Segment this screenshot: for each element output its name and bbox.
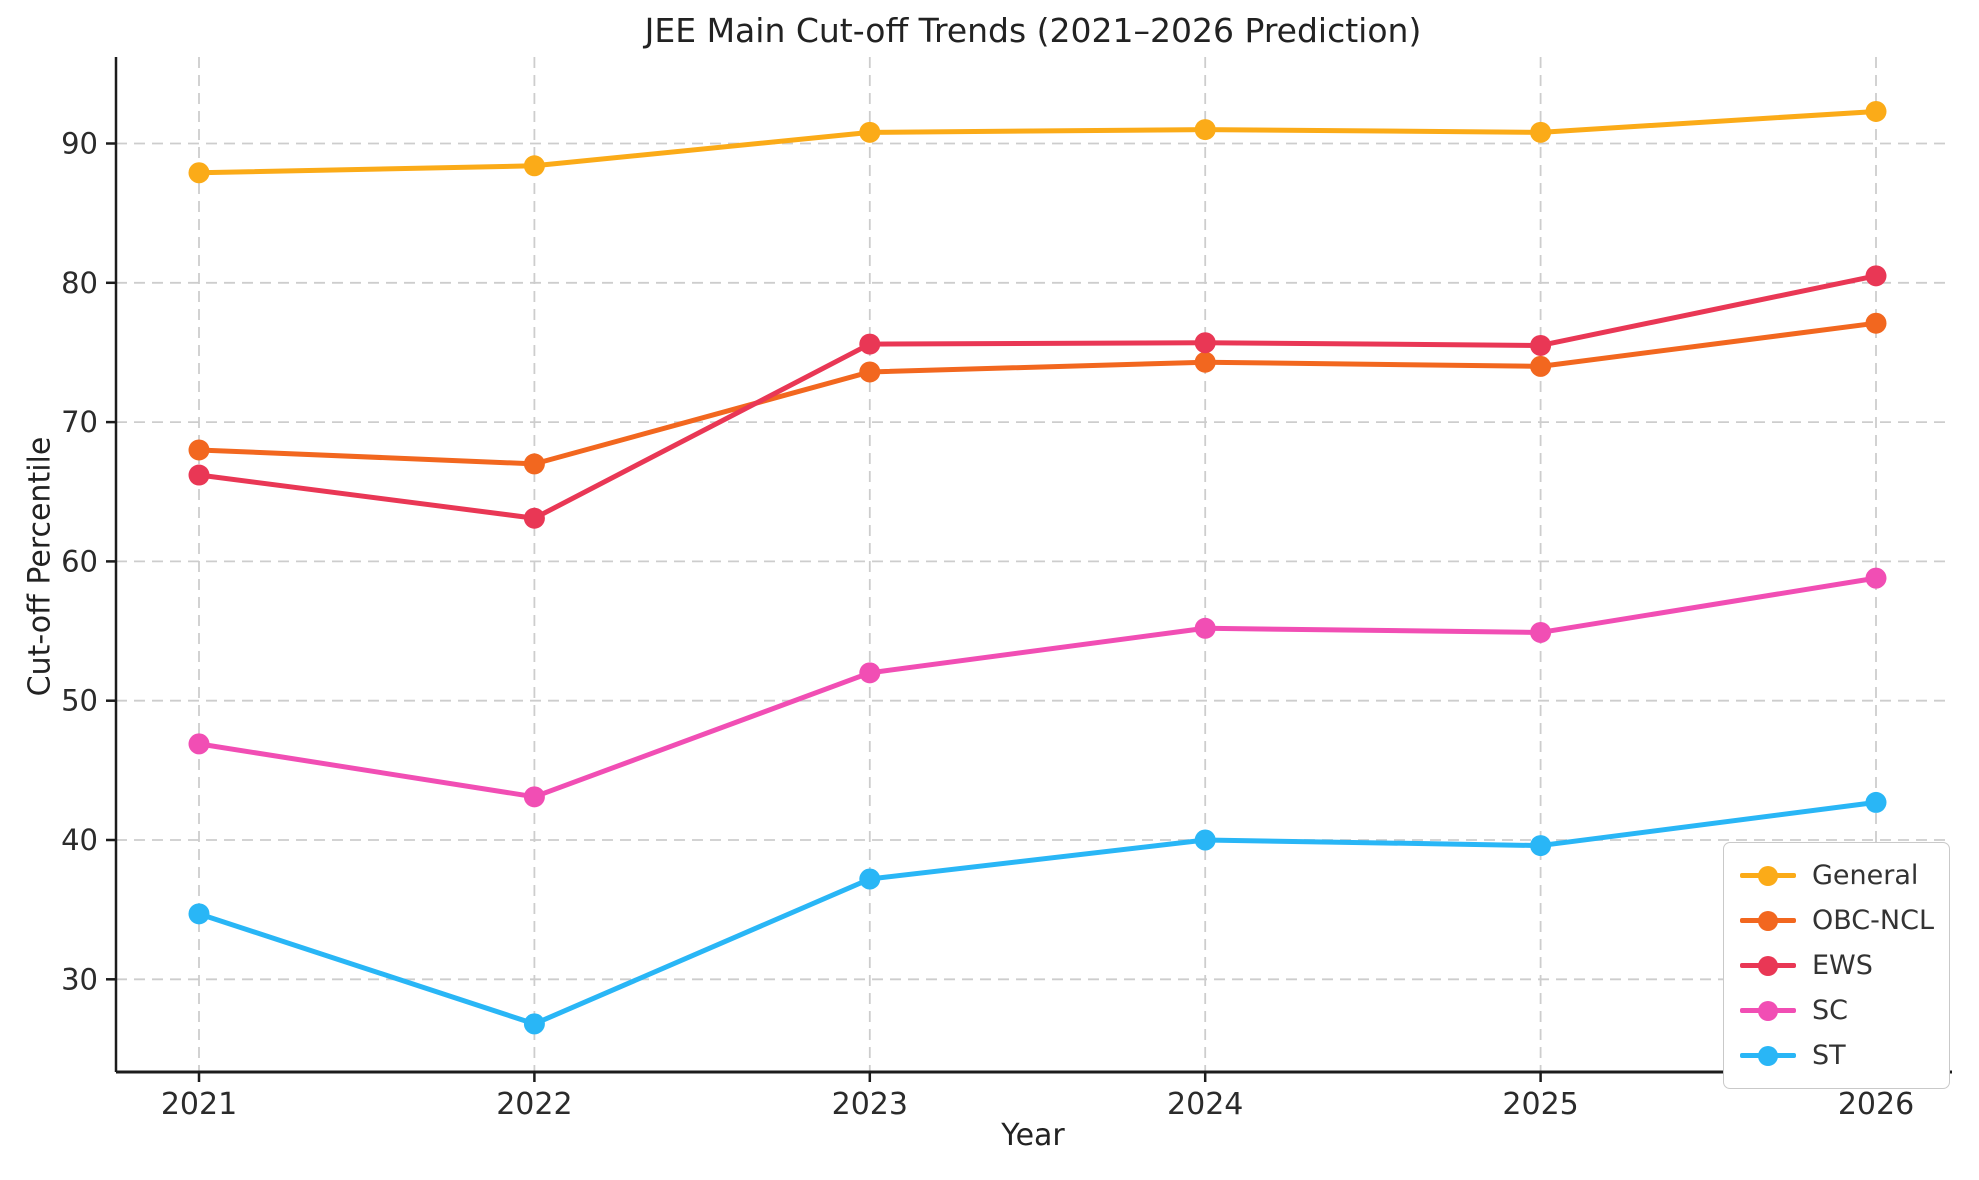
legend-entry-st: ST (1740, 1033, 1949, 1078)
x-tick-label-2023: 2023 (832, 1087, 908, 1122)
series-line-ews (196, 273, 1879, 521)
point-obc-ncl-2021 (188, 439, 210, 461)
point-st-2021 (188, 903, 210, 925)
y-tick-label-60: 60 (61, 544, 98, 578)
legend-label-obc-ncl: OBC-NCL (1812, 905, 1934, 936)
point-sc-2025 (1530, 621, 1552, 643)
legend-label-general: General (1812, 860, 1919, 891)
point-ews-2026 (1865, 265, 1887, 287)
legend-marker-general-icon (1740, 865, 1796, 887)
point-ews-2025 (1530, 334, 1552, 356)
point-obc-ncl-2023 (859, 361, 881, 383)
y-tick-label-90: 90 (61, 127, 98, 161)
legend-label-sc: SC (1812, 995, 1848, 1026)
x-tick-label-2024: 2024 (1167, 1087, 1243, 1122)
y-axis-label: Cut-off Percentile (22, 436, 58, 697)
legend-entry-obc-ncl: OBC-NCL (1740, 898, 1949, 943)
point-general-2026 (1865, 100, 1887, 122)
point-general-2023 (859, 121, 881, 143)
x-tick-label-2025: 2025 (1502, 1087, 1578, 1122)
point-ews-2024 (1194, 332, 1216, 354)
point-general-2024 (1194, 119, 1216, 141)
point-st-2024 (1194, 829, 1216, 851)
point-sc-2022 (523, 786, 545, 808)
point-st-2026 (1865, 791, 1887, 813)
legend-entry-ews: EWS (1740, 943, 1949, 988)
legend-entry-general: General (1740, 853, 1949, 898)
y-tick-label-70: 70 (61, 405, 98, 439)
legend: General OBC-NCL EWS SC ST (1723, 842, 1950, 1089)
series-line-obc-ncl (196, 320, 1879, 467)
series-line-st (196, 799, 1879, 1027)
point-obc-ncl-2025 (1530, 355, 1552, 377)
legend-label-ews: EWS (1812, 950, 1873, 981)
point-obc-ncl-2022 (523, 453, 545, 475)
legend-label-st: ST (1812, 1040, 1846, 1071)
x-axis-label: Year (1001, 1118, 1065, 1153)
series-line-general (196, 108, 1879, 176)
y-tick-label-30: 30 (61, 962, 98, 996)
point-sc-2026 (1865, 567, 1887, 589)
point-st-2022 (523, 1013, 545, 1035)
point-st-2025 (1530, 835, 1552, 857)
point-ews-2023 (859, 333, 881, 355)
x-tick-label-2026: 2026 (1838, 1087, 1914, 1122)
point-obc-ncl-2026 (1865, 312, 1887, 334)
legend-marker-sc-icon (1740, 1000, 1796, 1022)
y-tick-label-50: 50 (61, 684, 98, 718)
y-tick-label-40: 40 (61, 823, 98, 857)
point-sc-2023 (859, 662, 881, 684)
point-st-2023 (859, 868, 881, 890)
series-line-sc (196, 575, 1879, 800)
point-general-2021 (188, 162, 210, 184)
point-sc-2024 (1194, 617, 1216, 639)
x-tick-label-2022: 2022 (496, 1087, 572, 1122)
point-obc-ncl-2024 (1194, 351, 1216, 373)
legend-marker-ews-icon (1740, 955, 1796, 977)
legend-marker-st-icon (1740, 1045, 1796, 1067)
point-sc-2021 (188, 733, 210, 755)
point-ews-2021 (188, 464, 210, 486)
legend-entry-sc: SC (1740, 988, 1949, 1033)
y-tick-label-80: 80 (61, 266, 98, 300)
point-ews-2022 (523, 507, 545, 529)
x-tick-label-2021: 2021 (161, 1087, 237, 1122)
point-general-2025 (1530, 121, 1552, 143)
point-general-2022 (523, 155, 545, 177)
legend-marker-obc-ncl-icon (1740, 910, 1796, 932)
chart-title: JEE Main Cut-off Trends (2021–2026 Predi… (644, 11, 1422, 50)
